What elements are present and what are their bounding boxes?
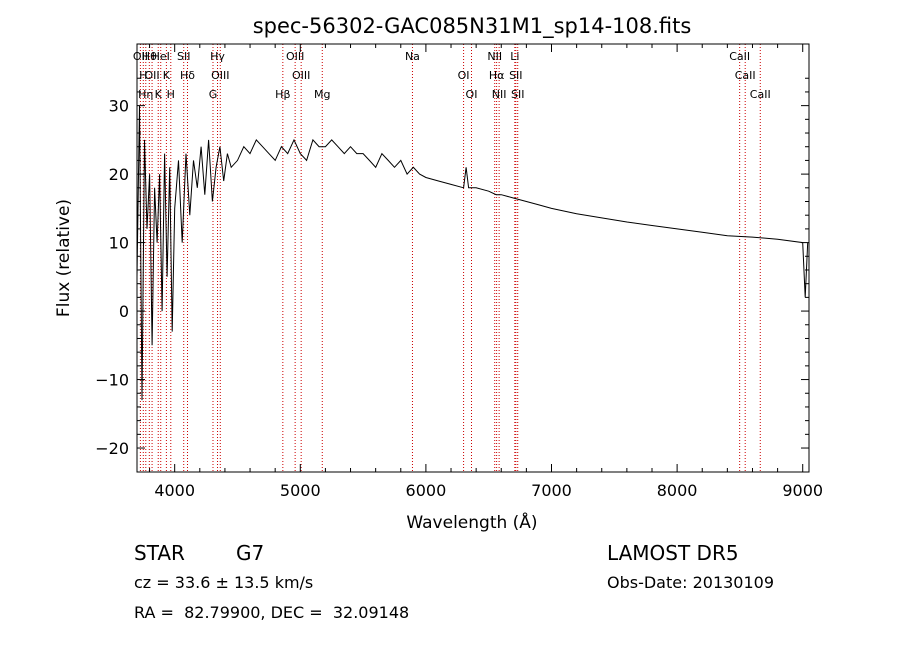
line-marker-label: SII <box>511 88 524 101</box>
y-tick-label: −20 <box>95 439 129 458</box>
line-marker-label: OIII <box>211 69 229 82</box>
survey-name: LAMOST DR5 <box>607 541 739 565</box>
x-axis-ticks: 4000 5000 6000 7000 8000 9000 <box>149 44 823 500</box>
line-marker-label: Hγ <box>210 50 225 63</box>
line-marker-label: Mg <box>314 88 330 101</box>
line-marker-label: CaII <box>729 50 750 63</box>
line-marker-label: K <box>155 88 163 101</box>
object-subclass: G7 <box>236 541 265 565</box>
object-class: STAR <box>134 541 185 565</box>
line-marker-label: Na <box>405 50 420 63</box>
line-marker-label: OI <box>458 69 470 82</box>
line-marker-label: OIII <box>292 69 310 82</box>
line-markers-layer <box>139 44 761 472</box>
line-marker-label: Hθ <box>142 50 157 63</box>
x-tick-label: 4000 <box>154 481 195 500</box>
y-tick-label: −10 <box>95 371 129 390</box>
y-axis-ticks: −20 −10 0 10 20 30 <box>95 77 809 458</box>
line-marker-label: H <box>139 69 147 82</box>
x-tick-label: 5000 <box>280 481 321 500</box>
line-marker-label: K <box>163 69 171 82</box>
line-marker-labels-layer: OIIHHηHθOIIKHeIKHSIIHδGHγOIIIHβOIIIOIIIM… <box>133 50 771 101</box>
y-tick-label: 0 <box>119 302 129 321</box>
line-marker-label: H <box>167 88 175 101</box>
x-axis-label: Wavelength (Å) <box>406 511 537 533</box>
line-marker-label: Hδ <box>180 69 195 82</box>
redshift-velocity: cz = 33.6 ± 13.5 km/s <box>134 573 314 592</box>
line-marker-label: OII <box>144 69 159 82</box>
y-tick-label: 20 <box>109 165 129 184</box>
line-marker-label: SII <box>177 50 190 63</box>
line-marker-label: G <box>209 88 218 101</box>
line-marker-label: Hα <box>489 69 505 82</box>
line-marker-label: HeI <box>152 50 170 63</box>
y-tick-label: 10 <box>109 234 129 253</box>
line-marker-label: Hη <box>138 88 153 101</box>
line-marker-label: OIII <box>286 50 304 63</box>
plot-frame <box>136 43 810 473</box>
line-marker-label: NII <box>492 88 507 101</box>
coordinates: RA = 82.79900, DEC = 32.09148 <box>134 603 410 622</box>
line-marker-label: OI <box>466 88 478 101</box>
line-marker-label: Li <box>510 50 519 63</box>
x-tick-label: 7000 <box>531 481 572 500</box>
line-marker-label: CaII <box>750 88 771 101</box>
line-marker-label: SII <box>509 69 522 82</box>
spectrum-line <box>136 105 809 401</box>
line-marker-label: CaII <box>735 69 756 82</box>
x-tick-label: 6000 <box>406 481 447 500</box>
chart-title: spec-56302-GAC085N31M1_sp14-108.fits <box>253 14 692 39</box>
y-axis-label: Flux (relative) <box>54 199 74 317</box>
x-tick-label: 9000 <box>782 481 823 500</box>
y-tick-label: 30 <box>109 97 129 116</box>
x-tick-label: 8000 <box>657 481 698 500</box>
line-marker-label: Hβ <box>275 88 290 101</box>
observation-date: Obs-Date: 20130109 <box>607 573 775 592</box>
line-marker-label: NII <box>487 50 502 63</box>
